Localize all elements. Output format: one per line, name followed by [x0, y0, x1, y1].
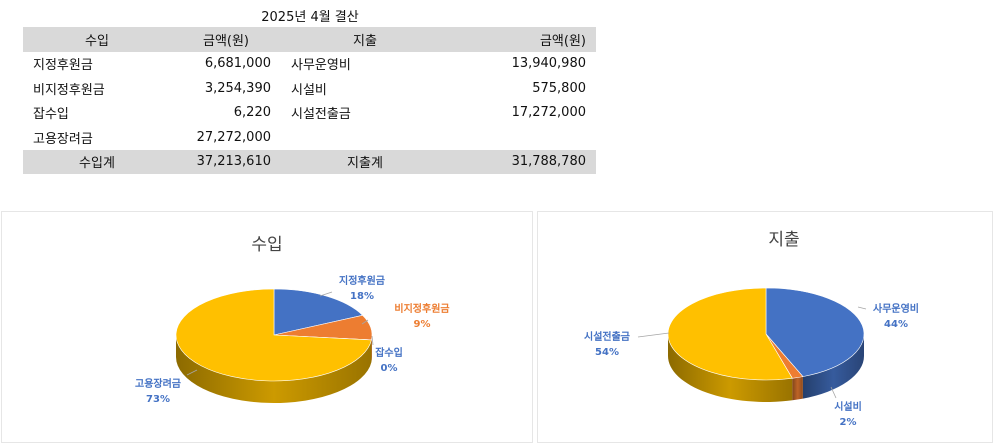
income-label: 비지정후원금: [23, 76, 171, 101]
table-row: 잡수입 6,220 시설전출금 17,272,000: [23, 101, 596, 126]
data-label-percent: 18%: [350, 291, 374, 302]
income-label: 고용장려금: [23, 125, 171, 150]
leader-line: [320, 292, 332, 296]
data-label: 시설비 2%: [831, 387, 862, 428]
data-label: 사무운영비 44%: [858, 302, 919, 330]
income-total-amount: 37,213,610: [171, 150, 281, 175]
header-expense-amount: 금액(원): [449, 27, 596, 52]
expense-amount: 13,940,980: [449, 52, 596, 77]
income-total-label: 수입계: [23, 150, 171, 175]
data-label-category: 사무운영비: [873, 302, 919, 315]
chart-title: 지출: [768, 230, 799, 250]
table-row: 지정후원금 6,681,000 사무운영비 13,940,980: [23, 52, 596, 77]
data-label-percent: 9%: [414, 319, 431, 330]
leader-line: [638, 333, 669, 337]
leader-line: [372, 336, 373, 345]
data-label-percent: 44%: [884, 319, 908, 330]
expense-label: 시설비: [281, 76, 449, 101]
table-header-row: 수입 금액(원) 지출 금액(원): [23, 27, 596, 52]
data-label-percent: 2%: [840, 417, 857, 428]
pie-tops: [668, 288, 864, 380]
expense-total-amount: 31,788,780: [449, 150, 596, 175]
income-label: 잡수입: [23, 101, 171, 126]
data-label-percent: 54%: [595, 347, 619, 358]
data-label-category: 잡수입: [375, 346, 403, 359]
data-label-percent: 0%: [381, 363, 398, 374]
income-label: 지정후원금: [23, 52, 171, 77]
income-amount: 6,681,000: [171, 52, 281, 77]
totals-row: 수입계 37,213,610 지출계 31,788,780: [23, 150, 596, 175]
data-label-category: 고용장려금: [135, 377, 181, 390]
header-income-amount: 금액(원): [171, 27, 281, 52]
leader-line: [858, 307, 866, 309]
income-amount: 3,254,390: [171, 76, 281, 101]
chart-title: 수입: [251, 235, 282, 255]
income-amount: 27,272,000: [171, 125, 281, 150]
table-row: 비지정후원금 3,254,390 시설비 575,800: [23, 76, 596, 101]
expense-total-label: 지출계: [281, 150, 449, 175]
data-label-category: 시설비: [834, 400, 862, 413]
expense-label: 시설전출금: [281, 101, 449, 126]
header-expense: 지출: [281, 27, 449, 52]
data-label: 시설전출금 54%: [584, 330, 669, 358]
data-label: 비지정후원금 9%: [362, 302, 450, 330]
data-label-percent: 73%: [146, 394, 170, 405]
table-row: 고용장려금 27,272,000: [23, 125, 596, 150]
expense-label: 사무운영비: [281, 52, 449, 77]
header-income: 수입: [23, 27, 171, 52]
data-label-category: 시설전출금: [584, 330, 630, 343]
pie-tops: [176, 289, 372, 381]
expense-amount: 575,800: [449, 76, 596, 101]
data-label: 잡수입 0%: [372, 336, 403, 374]
data-label-category: 비지정후원금: [394, 302, 449, 315]
expense-amount: [449, 125, 596, 150]
expense-label: [281, 125, 449, 150]
ledger-table: 수입 금액(원) 지출 금액(원) 지정후원금 6,681,000 사무운영비 …: [23, 27, 596, 174]
data-label-category: 지정후원금: [339, 274, 385, 287]
expense-amount: 17,272,000: [449, 101, 596, 126]
sheet-title: 2025년 4월 결산: [0, 6, 620, 25]
income-amount: 6,220: [171, 101, 281, 126]
pie-slice-side: [792, 377, 803, 401]
